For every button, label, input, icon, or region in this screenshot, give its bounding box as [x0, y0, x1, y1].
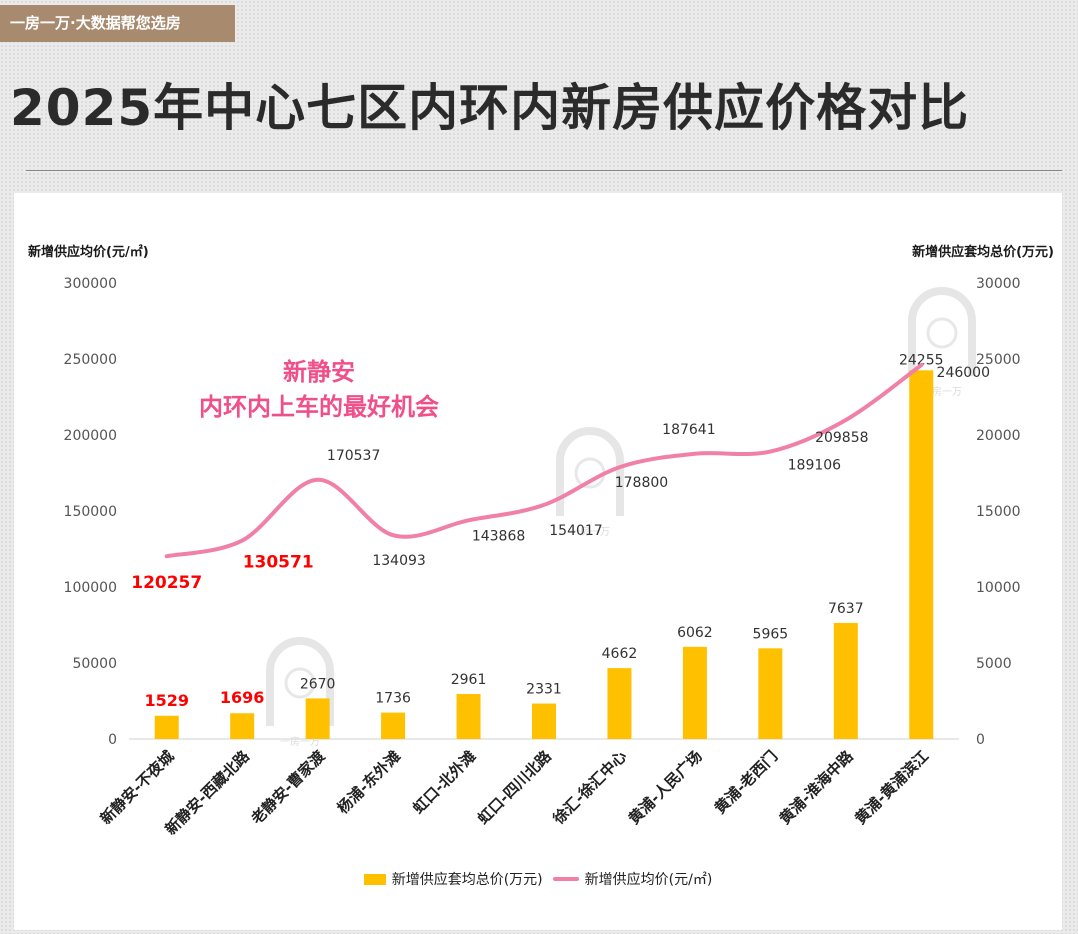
left-axis-tick: 100000 — [64, 580, 117, 596]
line-value-label: 120257 — [131, 573, 202, 593]
line-value-label: 154017 — [549, 523, 602, 539]
line-value-label: 134093 — [372, 553, 425, 569]
bar-value-label: 2961 — [451, 672, 487, 688]
bar — [305, 698, 330, 739]
bar — [607, 668, 632, 739]
bar — [154, 715, 179, 739]
right-axis-tick: 25000 — [976, 352, 1021, 368]
page-title: 2025年中心七区内环内新房供应价格对比 — [10, 79, 970, 137]
bar — [230, 713, 255, 739]
combo-chart: 一房一万一房一万一房一万0500001000001500002000002500… — [64, 276, 1021, 838]
watermark-arch — [556, 427, 624, 516]
title-divider — [26, 170, 1062, 171]
bar-value-label: 24255 — [899, 352, 944, 368]
bar-value-label: 1736 — [375, 691, 411, 707]
bar-value-label: 6062 — [677, 625, 713, 641]
line-value-label: 187641 — [662, 422, 715, 438]
line-value-label: 143868 — [472, 528, 525, 544]
bar — [909, 370, 934, 739]
line-value-label: 130571 — [243, 553, 314, 573]
bar-value-label: 5965 — [753, 626, 789, 642]
right-axis-tick: 15000 — [976, 504, 1021, 520]
left-axis-tick: 250000 — [64, 352, 117, 368]
left-axis-tick: 300000 — [64, 276, 117, 292]
line-value-label: 209858 — [815, 430, 868, 446]
category-label: 虹口-北外滩 — [409, 747, 479, 817]
category-label: 黄浦-黄浦滨江 — [851, 747, 932, 828]
line-value-label: 170537 — [327, 448, 380, 464]
price-line — [164, 363, 924, 559]
category-label: 黄浦-淮海中路 — [776, 746, 857, 827]
line-value-label: 189106 — [788, 458, 842, 474]
right-axis-tick: 20000 — [976, 428, 1021, 444]
legend-line-swatch — [552, 877, 579, 881]
right-axis-tick: 10000 — [976, 580, 1021, 596]
bar-value-label: 2670 — [300, 676, 336, 692]
left-axis-tick: 150000 — [64, 504, 117, 520]
watermark-text: 一房一万 — [570, 525, 610, 538]
left-axis-tick: 0 — [108, 732, 117, 748]
bar — [456, 693, 481, 739]
callout-line-1: 新静安 — [283, 358, 355, 386]
category-label: 新静安-不夜城 — [97, 747, 178, 828]
watermark-face — [926, 317, 958, 349]
bar-value-label: 1529 — [144, 691, 189, 710]
category-label: 黄浦-人民广场 — [625, 747, 706, 828]
right-axis-tick: 5000 — [976, 656, 1012, 672]
callout-annotation: 新静安 内环内上车的最好机会 — [154, 355, 484, 425]
left-axis-tick: 50000 — [72, 656, 117, 672]
right-axis-tick: 30000 — [976, 276, 1021, 292]
legend-item-bars: 新增供应套均总价(万元) — [363, 869, 543, 889]
header-tag: 一房一万·大数据帮您选房 — [0, 5, 235, 42]
category-label: 杨浦-东外滩 — [334, 747, 404, 817]
legend-bar-label: 新增供应套均总价(万元) — [391, 872, 543, 888]
watermark-face — [284, 667, 316, 699]
category-label: 虹口-四川北路 — [474, 746, 555, 827]
legend-bar-swatch — [363, 873, 386, 885]
bar — [532, 703, 556, 739]
line-value-label: 178800 — [615, 475, 668, 491]
bar — [381, 712, 406, 739]
left-axis-tick: 200000 — [64, 428, 117, 444]
chart-legend: 新增供应套均总价(万元) 新增供应均价(元/㎡) — [14, 869, 1062, 889]
bar-value-label: 2331 — [526, 682, 562, 698]
watermark-arch — [266, 637, 334, 726]
right-axis-title: 新增供应套均总价(万元) — [912, 245, 1054, 260]
bar — [682, 646, 707, 739]
left-axis-title: 新增供应均价(元/㎡) — [28, 245, 149, 260]
bar-value-label: 7637 — [828, 601, 864, 617]
legend-item-line: 新增供应均价(元/㎡) — [552, 869, 713, 889]
line-value-label: 246000 — [937, 365, 990, 381]
legend-line-label: 新增供应均价(元/㎡) — [584, 872, 713, 888]
bar-value-label: 4662 — [602, 646, 638, 662]
callout-line-2: 内环内上车的最好机会 — [199, 393, 439, 421]
category-label: 黄浦-老西门 — [711, 747, 781, 817]
chart-panel: 一房一万 一房一万 一房一万 0 50000 100000 150000 200000 2500… — [14, 193, 1062, 930]
watermark-arch — [908, 287, 976, 376]
bar — [833, 622, 858, 739]
bar-value-label: 1696 — [220, 688, 265, 707]
category-label: 徐汇-徐汇中心 — [549, 747, 630, 828]
right-axis-tick: 0 — [976, 732, 985, 748]
bar — [758, 648, 783, 739]
category-label: 老静安-曹家渡 — [247, 746, 329, 828]
